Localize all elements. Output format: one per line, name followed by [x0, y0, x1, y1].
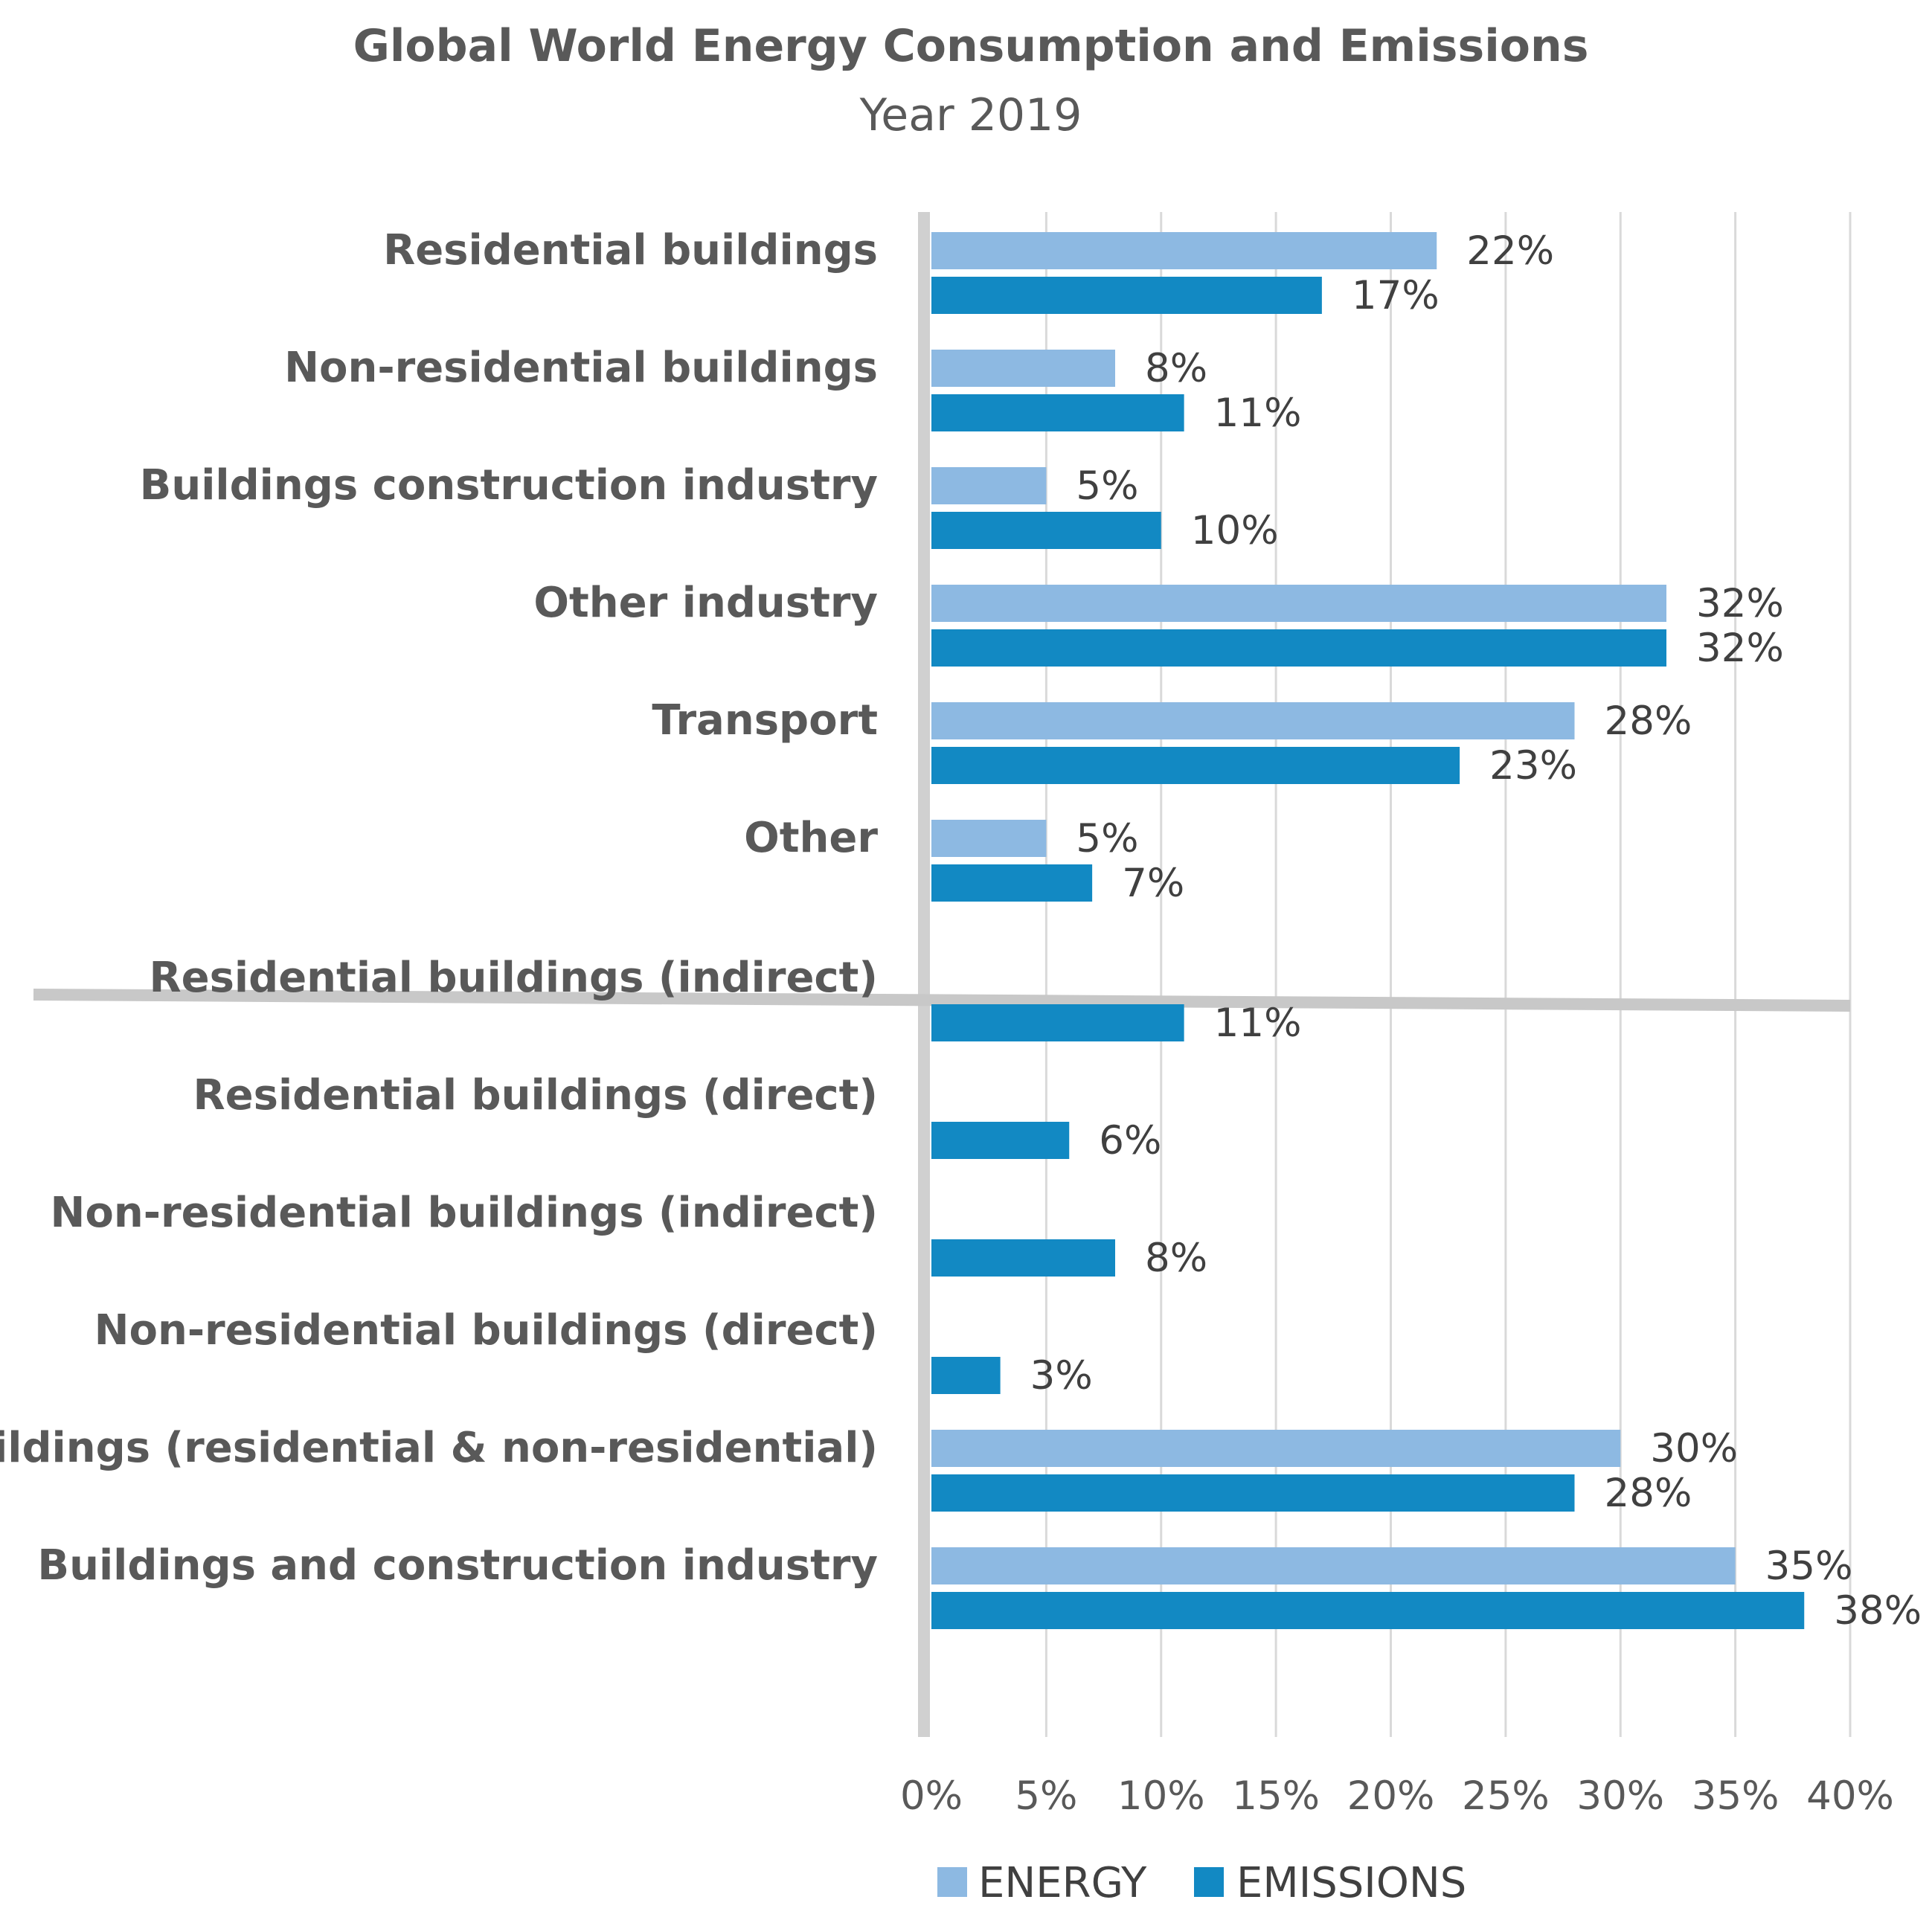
value-label-energy-buildings-residential-non-residential: 30%: [1650, 1426, 1738, 1471]
grid: [33, 212, 1852, 1737]
chart-subtitle: Year 2019: [859, 89, 1082, 141]
tick-label-5: 5%: [1015, 1773, 1077, 1819]
tick-label-30: 30%: [1576, 1773, 1664, 1819]
bar-emissions-buildings-and-construction-industry: [931, 1592, 1805, 1629]
bar-emissions-buildings-construction-industry: [931, 512, 1161, 549]
value-label-emissions-residential-buildings-direct: 6%: [1099, 1118, 1161, 1163]
value-label-emissions-buildings-residential-non-residential: 28%: [1605, 1471, 1692, 1516]
bar-emissions-other-industry: [931, 629, 1666, 667]
category-label-other-industry: Other industry: [533, 579, 878, 627]
category-label-buildings-residential-non-residential: Buildings (residential & non-residential…: [0, 1424, 878, 1472]
tick-label-35: 35%: [1692, 1773, 1779, 1819]
value-label-energy-buildings-construction-industry: 5%: [1076, 463, 1138, 509]
value-label-energy-other-industry: 32%: [1696, 581, 1784, 626]
tick-label-10: 10%: [1117, 1773, 1205, 1819]
value-label-emissions-non-residential-buildings: 11%: [1214, 391, 1302, 436]
legend: ENERGY EMISSIONS: [937, 1859, 1466, 1907]
bar-emissions-transport: [931, 747, 1460, 784]
group-separator: [33, 989, 1851, 1012]
bar-energy-non-residential-buildings: [931, 350, 1115, 387]
bar-emissions-residential-buildings-direct: [931, 1122, 1070, 1159]
legend-label-energy: ENERGY: [978, 1859, 1147, 1907]
bar-emissions-non-residential-buildings: [931, 394, 1184, 431]
category-label-buildings-and-construction-industry: Buildings and construction industry: [37, 1541, 878, 1590]
value-label-emissions-non-residential-buildings-indirect: 8%: [1145, 1236, 1207, 1281]
value-label-emissions-transport: 23%: [1489, 743, 1577, 789]
value-label-emissions-buildings-construction-industry: 10%: [1191, 508, 1279, 553]
value-label-energy-other: 5%: [1076, 816, 1138, 861]
bar-energy-other: [931, 820, 1047, 857]
bar-emissions-residential-buildings: [931, 277, 1322, 314]
tick-label-25: 25%: [1462, 1773, 1550, 1819]
tick-label-0: 0%: [900, 1773, 963, 1819]
category-labels: Residential buildings Non-residential bui…: [0, 226, 878, 1590]
legend-label-emissions: EMISSIONS: [1236, 1859, 1466, 1907]
value-label-emissions-buildings-and-construction-industry: 38%: [1834, 1588, 1922, 1634]
category-label-residential-buildings-direct: Residential buildings (direct): [193, 1071, 878, 1120]
value-label-emissions-other: 7%: [1122, 861, 1184, 906]
value-label-energy-non-residential-buildings: 8%: [1145, 346, 1207, 391]
legend-swatch-energy: [937, 1867, 967, 1897]
bar-energy-transport: [931, 702, 1575, 739]
bar-emissions-residential-buildings-indirect: [931, 1004, 1184, 1041]
value-label-energy-residential-buildings: 22%: [1466, 228, 1554, 274]
bar-energy-buildings-construction-industry: [931, 467, 1047, 504]
tick-label-15: 15%: [1232, 1773, 1320, 1819]
category-label-residential-buildings-indirect: Residential buildings (indirect): [149, 954, 878, 1002]
bar-emissions-other: [931, 864, 1093, 902]
category-label-other: Other: [744, 814, 878, 862]
value-label-energy-buildings-and-construction-industry: 35%: [1765, 1544, 1853, 1589]
category-label-non-residential-buildings: Non-residential buildings: [284, 344, 878, 392]
x-axis-ticks: 0% 5% 10% 15% 20% 25% 30% 35% 40%: [900, 1773, 1894, 1819]
tick-label-40: 40%: [1806, 1773, 1894, 1819]
value-label-emissions-residential-buildings: 17%: [1352, 273, 1440, 318]
value-label-energy-transport: 28%: [1605, 699, 1692, 744]
bar-energy-residential-buildings: [931, 232, 1437, 269]
category-label-transport: Transport: [652, 696, 878, 745]
bar-emissions-non-residential-buildings-indirect: [931, 1239, 1115, 1277]
value-labels: 22%17%8%11%5%10%32%32%28%23%5%7%11%6%8%3…: [1030, 228, 1922, 1634]
value-label-emissions-non-residential-buildings-direct: 3%: [1030, 1353, 1093, 1399]
category-label-buildings-construction-industry: Buildings construction industry: [140, 461, 878, 510]
bar-energy-buildings-and-construction-industry: [931, 1547, 1736, 1584]
category-label-residential-buildings: Residential buildings: [383, 226, 878, 274]
bar-emissions-buildings-residential-non-residential: [931, 1474, 1575, 1512]
bar-energy-other-industry: [931, 585, 1666, 622]
bars: [931, 232, 1805, 1629]
tick-label-20: 20%: [1347, 1773, 1435, 1819]
legend-swatch-emissions: [1194, 1867, 1224, 1897]
value-label-emissions-other-industry: 32%: [1696, 626, 1784, 671]
category-label-non-residential-buildings-indirect: Non-residential buildings (indirect): [51, 1189, 878, 1237]
bar-energy-buildings-residential-non-residential: [931, 1430, 1621, 1467]
bar-emissions-non-residential-buildings-direct: [931, 1357, 1001, 1394]
chart-title: Global World Energy Consumption and Emis…: [353, 20, 1589, 72]
value-label-emissions-residential-buildings-indirect: 11%: [1214, 1001, 1302, 1046]
category-label-non-residential-buildings-direct: Non-residential buildings (direct): [94, 1306, 878, 1355]
